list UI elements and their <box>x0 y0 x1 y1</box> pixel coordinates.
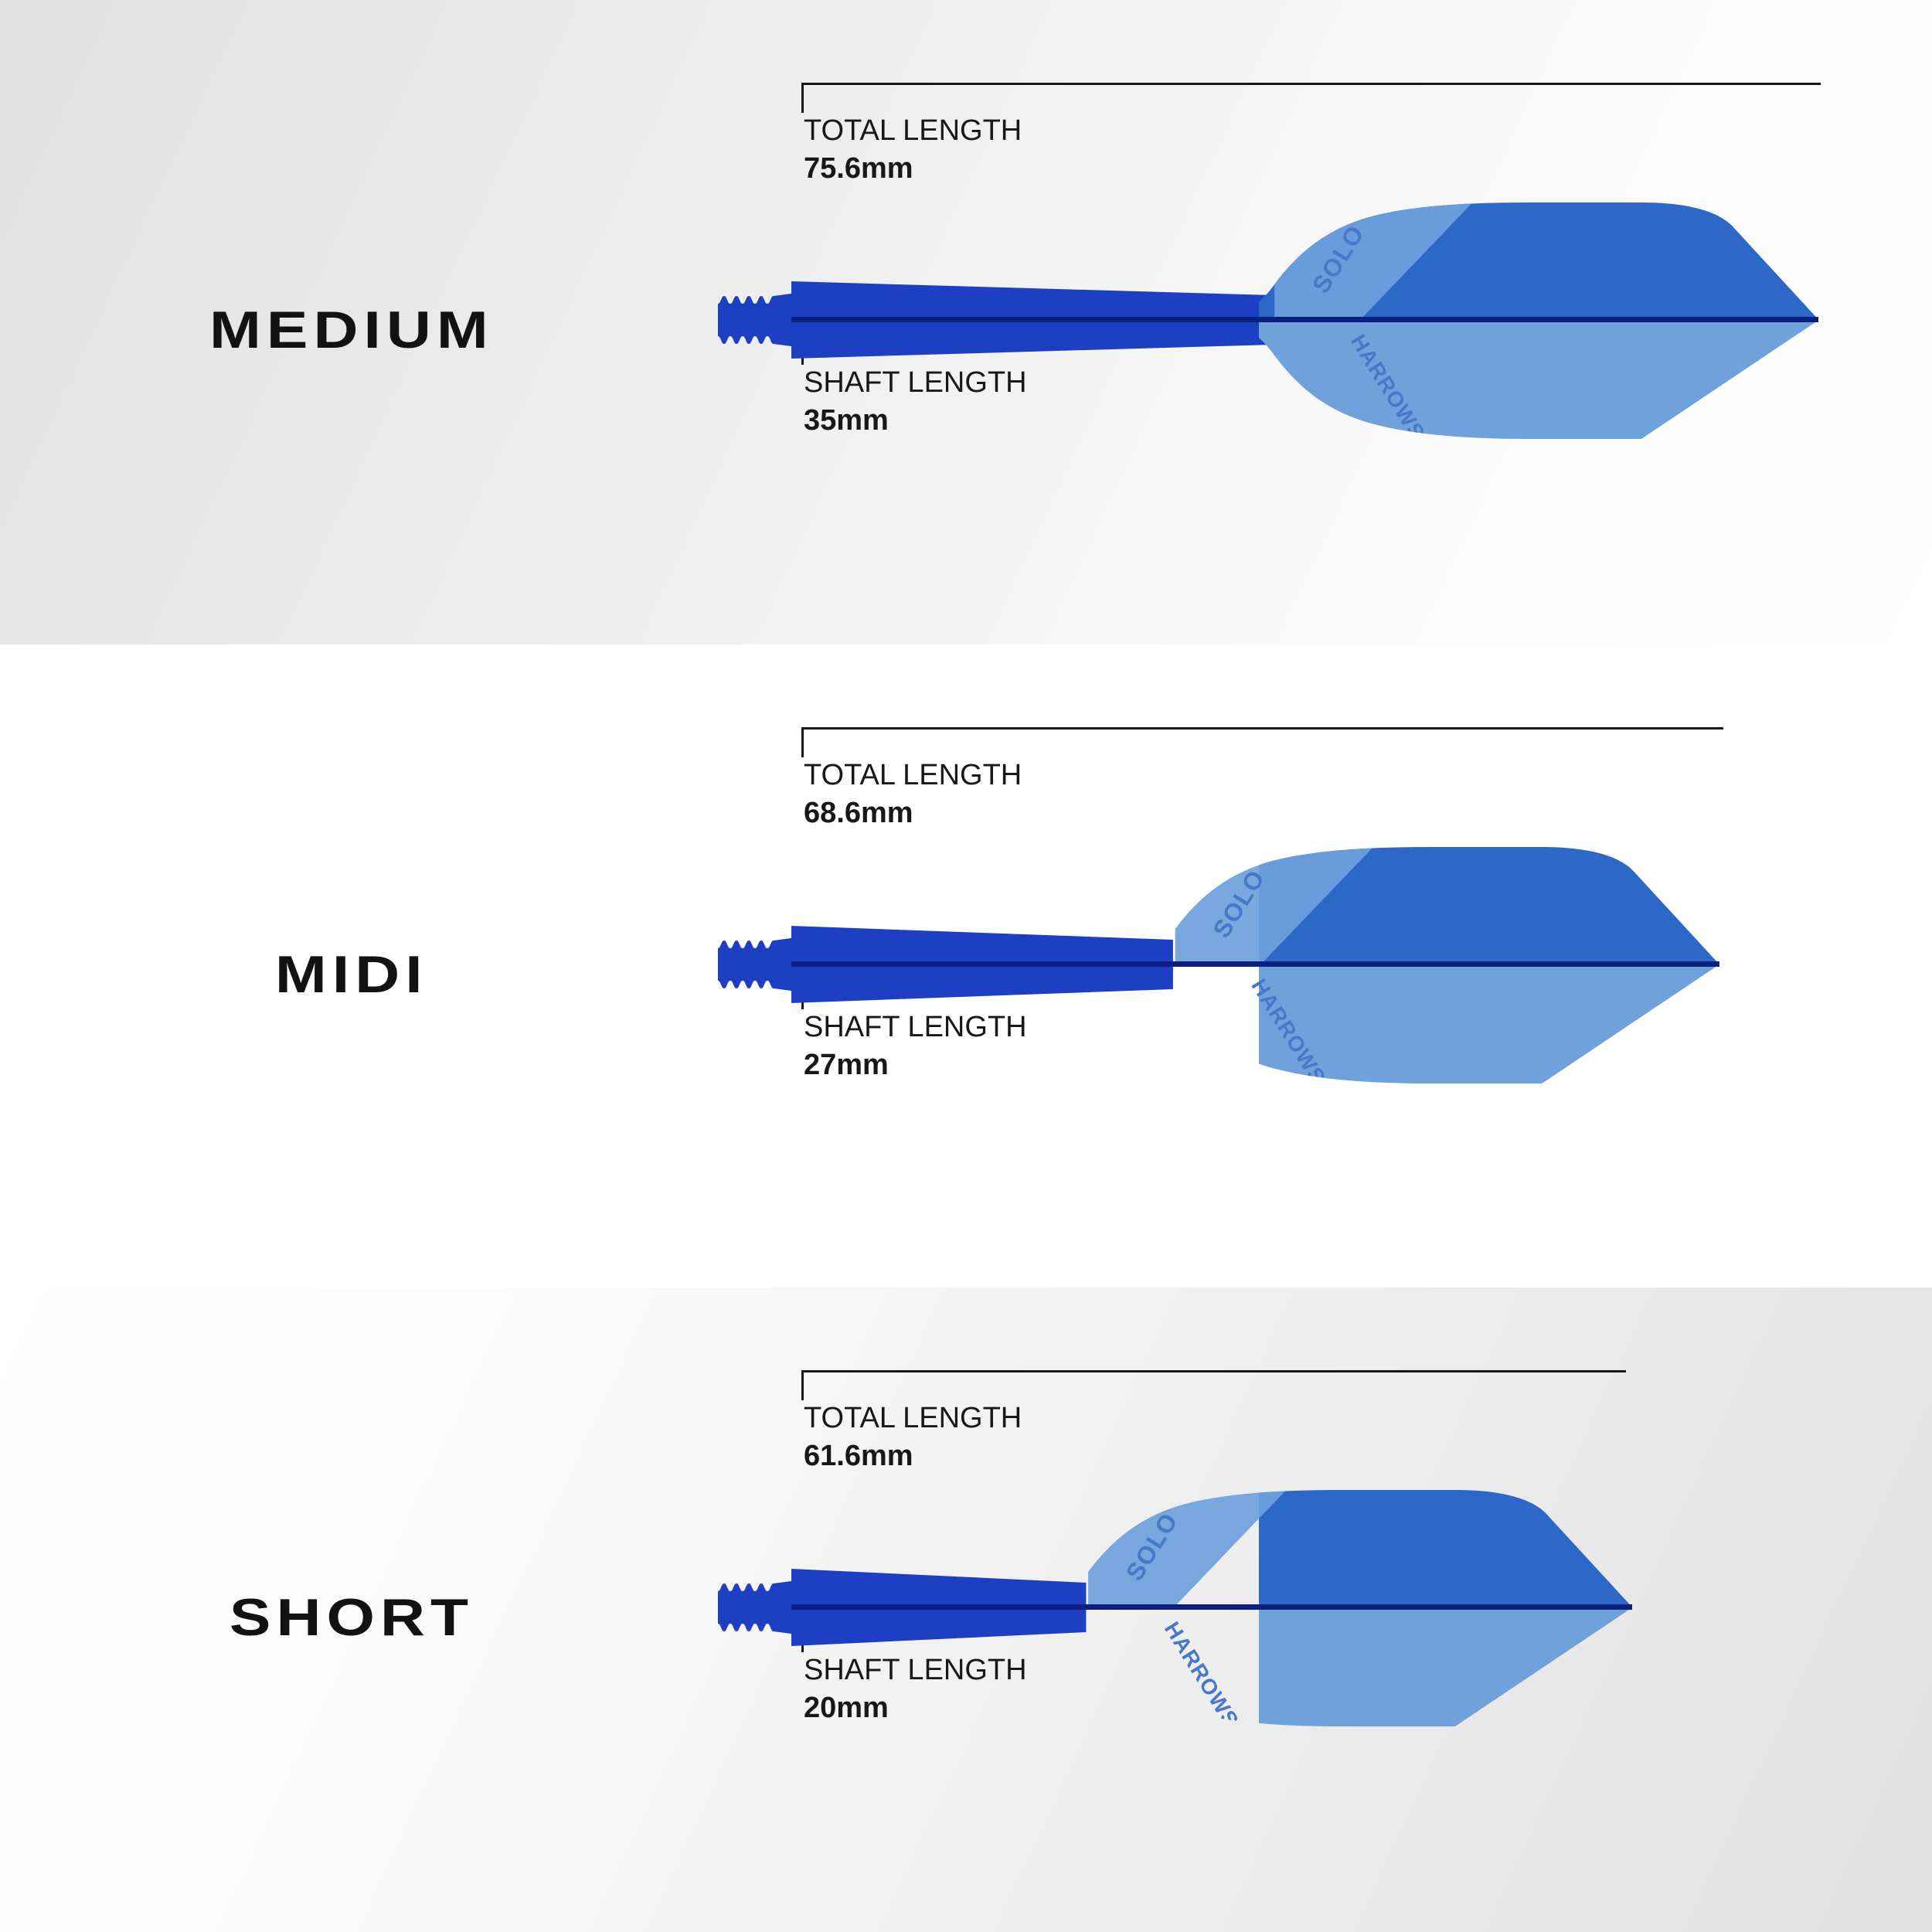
svg-text:HARROWS: HARROWS <box>1160 1617 1243 1732</box>
